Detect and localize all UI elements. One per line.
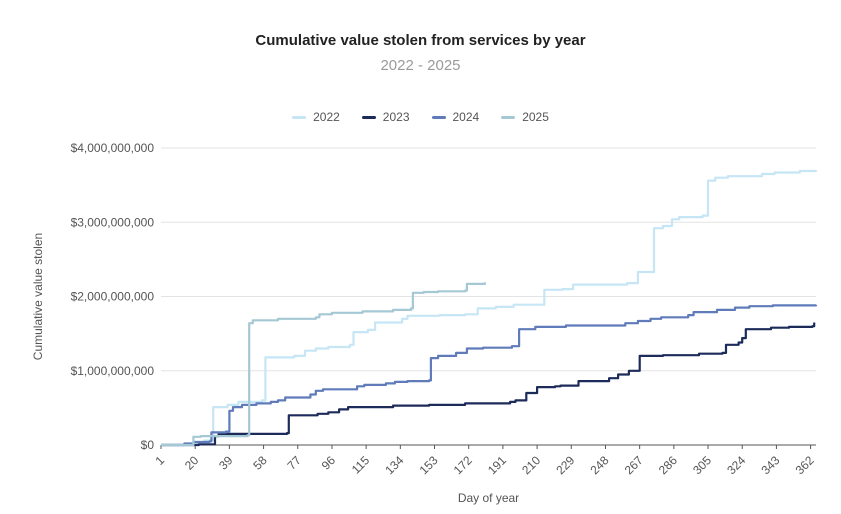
x-tick-label: 210 [519,453,543,477]
x-tick-label: 248 [588,453,612,477]
legend-swatch [501,115,516,119]
x-tick-label: 343 [758,453,782,477]
x-tick-label: 1 [152,453,167,468]
x-tick-label: 96 [319,453,339,473]
series-line-2022 [161,169,818,447]
legend-label: 2023 [382,110,410,124]
x-tick-label: 172 [451,453,475,477]
x-tick-label: 134 [382,453,406,477]
x-tick-label: 153 [417,453,441,477]
y-tick-label: $1,000,000,000 [71,364,155,378]
x-tick-label: 324 [724,453,748,477]
legend-label: 2022 [313,110,340,124]
series-line-2024 [161,304,818,447]
x-tick-label: 77 [285,453,305,473]
x-tick-label: 267 [622,453,646,477]
legend-item-2024[interactable]: 2024 [431,110,480,124]
chart-title: Cumulative value stolen from services by… [255,32,586,49]
x-tick-label: 39 [216,453,236,473]
series-line-2023 [161,322,816,447]
x-tick-label: 191 [485,453,509,477]
legend-item-2022[interactable]: 2022 [292,110,340,124]
y-tick-label: $0 [141,438,155,452]
legend-swatch [431,115,446,119]
series-line-2025 [161,282,486,447]
legend-swatch [292,115,307,119]
legend-label: 2025 [522,110,549,124]
x-tick-label: 20 [182,453,202,473]
chart-subtitle: 2022 - 2025 [380,57,461,74]
y-tick-label: $2,000,000,000 [71,290,155,304]
legend-swatch [361,115,376,119]
x-tick-label: 305 [690,453,714,477]
x-tick-label: 229 [553,453,577,477]
y-axis-title: Cumulative value stolen [31,233,45,360]
x-axis-title: Day of year [458,491,519,505]
legend-item-2023[interactable]: 2023 [361,110,410,124]
chart-legend: 2022 2023 2024 2025 [0,110,841,124]
x-tick-label: 58 [250,453,270,473]
y-tick-label: $4,000,000,000 [71,141,155,155]
y-tick-label: $3,000,000,000 [71,215,155,229]
x-tick-label: 362 [793,453,817,477]
x-tick-label: 286 [656,453,680,477]
x-tick-label: 115 [349,453,373,477]
legend-item-2025[interactable]: 2025 [501,110,549,124]
legend-label: 2024 [452,110,480,124]
